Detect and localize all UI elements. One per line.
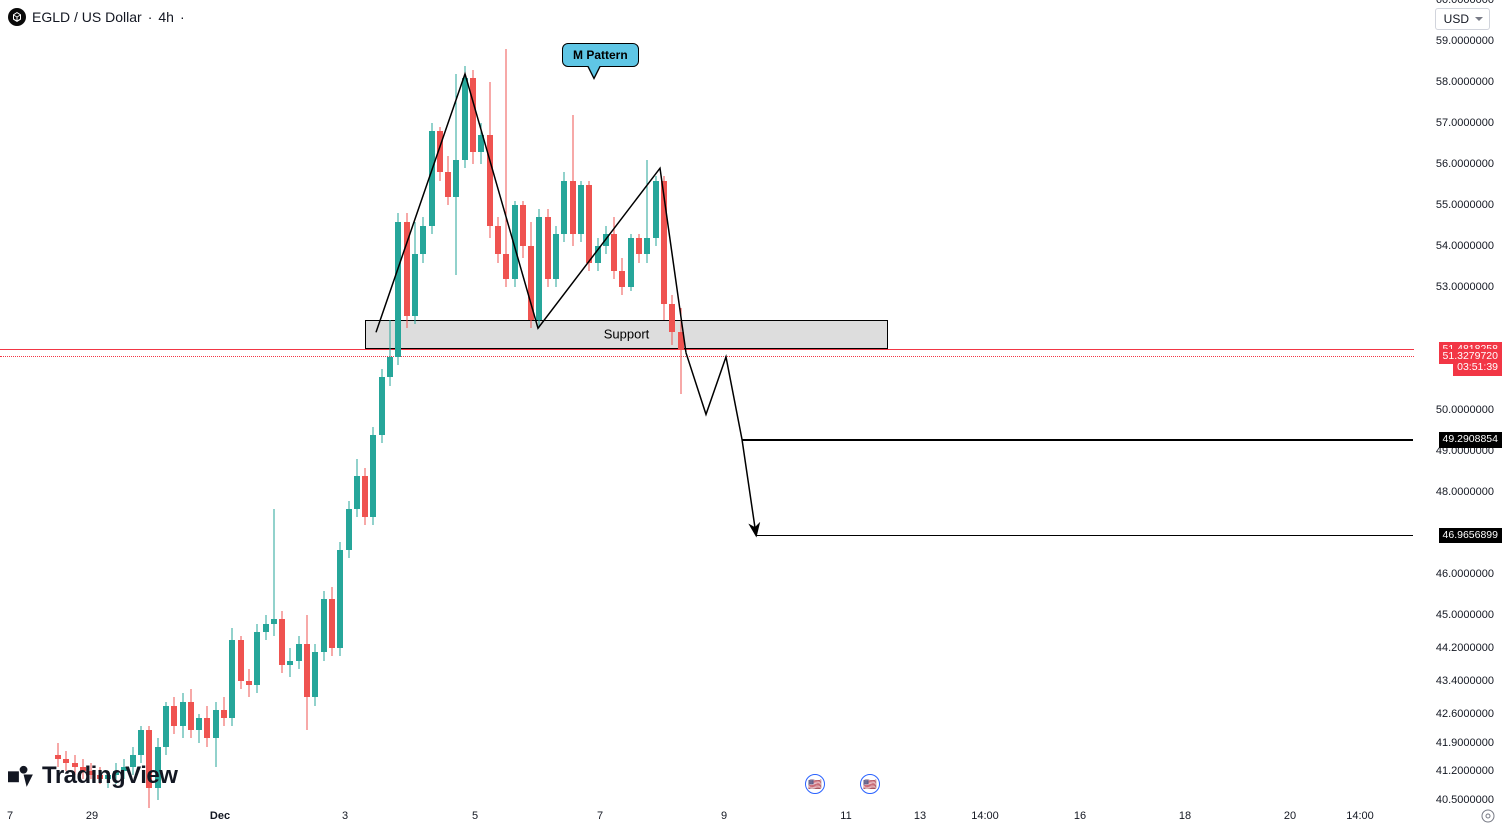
y-axis-label: 41.2000000 (1436, 765, 1494, 777)
event-flag-icon[interactable]: 🇺🇸 (860, 774, 880, 794)
settings-icon[interactable] (1480, 808, 1496, 824)
y-axis-label: 43.4000000 (1436, 675, 1494, 687)
x-axis-label: 9 (721, 810, 727, 822)
price-line (0, 349, 1414, 350)
y-axis-label: 59.0000000 (1436, 35, 1494, 47)
y-axis-label: 44.2000000 (1436, 642, 1494, 654)
x-axis-label: 16 (1074, 810, 1086, 822)
x-axis-label: 18 (1179, 810, 1191, 822)
target-line (742, 439, 1413, 441)
chart-area[interactable]: Support M Pattern (0, 0, 1414, 800)
x-axis-label: 5 (472, 810, 478, 822)
y-axis-label: 60.0000000 (1436, 0, 1494, 6)
x-axis-label: 13 (914, 810, 926, 822)
event-flag-icon[interactable]: 🇺🇸 (805, 774, 825, 794)
price-badge: 49.2908854 (1439, 432, 1502, 448)
x-axis-label: 29 (86, 810, 98, 822)
y-axis-label: 50.0000000 (1436, 404, 1494, 416)
pattern-callout: M Pattern (562, 43, 639, 67)
y-axis-label: 41.9000000 (1436, 737, 1494, 749)
pattern-overlay (0, 0, 1414, 800)
y-axis-label: 53.0000000 (1436, 281, 1494, 293)
y-axis[interactable]: 60.0000000 59.0000000 58.0000000 57.0000000… (1414, 0, 1502, 800)
y-axis-label: 56.0000000 (1436, 158, 1494, 170)
target-line (756, 535, 1413, 537)
x-axis-label: 7 (597, 810, 603, 822)
symbol-name: EGLD / US Dollar (32, 9, 142, 25)
symbol-icon (8, 8, 26, 26)
y-axis-label: 58.0000000 (1436, 76, 1494, 88)
x-axis-label: 14:00 (1346, 810, 1374, 822)
tradingview-watermark: TradingView (8, 762, 177, 790)
x-axis-label: Dec (210, 810, 230, 822)
y-axis-label: 55.0000000 (1436, 199, 1494, 211)
y-axis-label: 42.6000000 (1436, 708, 1494, 720)
x-axis-label: 11 (840, 810, 851, 822)
y-axis-label: 54.0000000 (1436, 240, 1494, 252)
currency-selector[interactable]: USD (1435, 8, 1490, 30)
x-axis-label: 7 (7, 810, 13, 822)
y-axis-label: 57.0000000 (1436, 117, 1494, 129)
price-line (0, 356, 1414, 357)
chart-header: EGLD / US Dollar · 4h · (8, 8, 185, 26)
y-axis-label: 46.0000000 (1436, 568, 1494, 580)
y-axis-label: 48.0000000 (1436, 486, 1494, 498)
x-axis-label: 14:00 (971, 810, 999, 822)
price-badge: 03:51:39 (1453, 360, 1502, 376)
x-axis-label: 20 (1284, 810, 1296, 822)
x-axis[interactable]: 7 29 Dec 3 5 7 9 11 13 14:00 16 18 20 14:00 (0, 800, 1414, 830)
price-badge: 46.9656899 (1439, 528, 1502, 544)
y-axis-label: 40.5000000 (1436, 794, 1494, 806)
x-axis-label: 3 (342, 810, 348, 822)
tradingview-logo-icon (8, 764, 36, 788)
y-axis-label: 45.0000000 (1436, 609, 1494, 621)
timeframe: 4h (158, 9, 174, 25)
support-label: Support (604, 327, 650, 342)
